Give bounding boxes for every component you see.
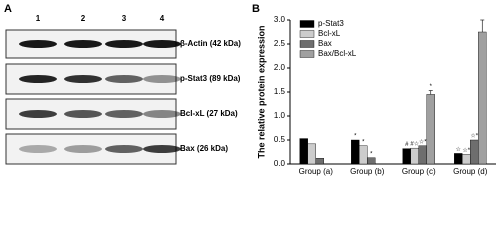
lane-label: 1 (36, 14, 41, 23)
x-tick-label: Group (d) (453, 167, 488, 176)
bar (454, 153, 463, 165)
blot-band (19, 110, 57, 118)
legend-label: p-Stat3 (318, 19, 344, 28)
bar (402, 148, 411, 165)
blot-band (64, 110, 102, 118)
bar (351, 139, 360, 165)
annotation: ☆* (462, 147, 470, 154)
blot-band (19, 40, 57, 48)
lane-label: 2 (81, 14, 86, 23)
y-tick-label: 2.5 (274, 39, 286, 48)
x-tick-label: Group (b) (350, 167, 385, 176)
annotation: ☆ (456, 146, 461, 153)
legend-swatch (299, 30, 315, 38)
legend-swatch (299, 20, 315, 28)
blot-band (143, 145, 181, 153)
blot-band (64, 40, 102, 48)
annotation: * (370, 151, 373, 157)
bar (367, 157, 376, 165)
x-tick-label: Group (c) (402, 167, 436, 176)
bar (359, 145, 368, 165)
blot-band (64, 75, 102, 83)
legend-label: Bax/Bcl-xL (318, 49, 357, 58)
blot-label: Bax (26 kDa) (180, 144, 228, 153)
y-tick-label: 0.5 (274, 135, 286, 144)
annotation: * (430, 84, 433, 90)
y-tick-label: 2.0 (274, 63, 286, 72)
bar (299, 138, 308, 165)
blot-band (143, 40, 181, 48)
y-axis-title: The relative protein expression (256, 25, 266, 158)
legend-swatch (299, 50, 315, 58)
legend-swatch (299, 40, 315, 48)
blot-band (105, 75, 143, 83)
annotation: * (362, 139, 365, 145)
blot-band (105, 145, 143, 153)
lane-label: 3 (122, 14, 127, 23)
bar (470, 139, 479, 165)
bar (426, 94, 435, 165)
annotation: #☆ (410, 141, 419, 148)
blot-band (105, 110, 143, 118)
bar (315, 158, 324, 165)
bar (478, 31, 487, 165)
y-tick-label: 0.0 (274, 159, 286, 168)
y-tick-label: 1.0 (274, 111, 286, 120)
panel-label: A (4, 3, 12, 15)
lane-label: 4 (160, 14, 165, 23)
figure: A B The relative protein expression 1 2 3 4… (4, 3, 496, 176)
panel-label: B (252, 3, 260, 15)
blot-label: Bcl-xL (27 kDa) (180, 109, 238, 118)
page: {"panel_labels": ["A", "B"], "blot": {"l… (4, 2, 496, 177)
y-tick-label: 3.0 (274, 15, 286, 24)
bar (410, 147, 419, 165)
blot-band (64, 145, 102, 153)
blot-band (19, 145, 57, 153)
blot-band (19, 75, 57, 83)
blot-band (143, 110, 181, 118)
annotation: # (405, 142, 409, 148)
x-tick-label: Group (a) (299, 167, 334, 176)
annotation: * (354, 134, 357, 140)
bar (462, 154, 471, 165)
blot-band (105, 40, 143, 48)
blot-label: p-Stat3 (89 kDa) (180, 74, 241, 83)
y-tick-label: 1.5 (274, 87, 286, 96)
legend-label: Bcl-xL (318, 29, 341, 38)
blot-band (143, 75, 181, 83)
legend-label: Bax (318, 39, 332, 48)
bar (418, 145, 427, 165)
annotation: ☆* (470, 133, 478, 140)
bar (307, 143, 316, 165)
annotation: ☆* (419, 138, 427, 145)
blot-label: β-Actin (42 kDa) (180, 39, 241, 48)
